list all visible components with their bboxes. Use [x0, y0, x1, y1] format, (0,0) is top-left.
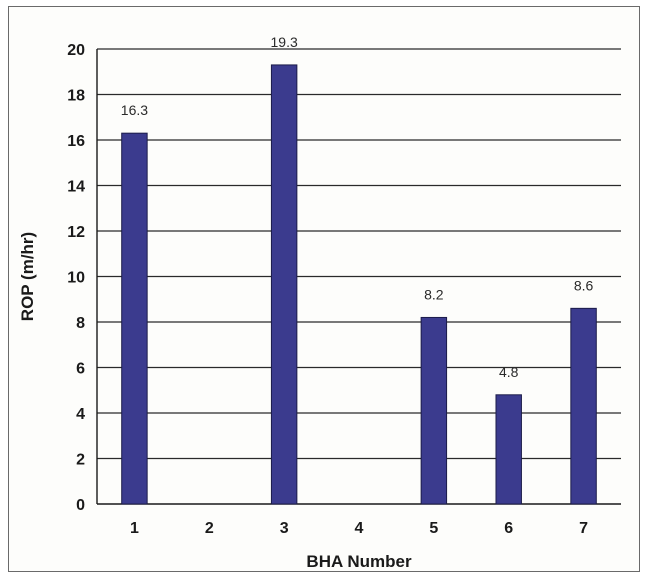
x-tick-label: 7 — [579, 520, 588, 537]
y-tick-label: 12 — [67, 224, 85, 241]
data-label-bha-5: 8.2 — [424, 286, 444, 302]
bar-bha-3 — [270, 64, 298, 505]
y-tick-label: 6 — [76, 361, 85, 378]
data-label-bha-6: 4.8 — [499, 364, 519, 380]
y-tick-label: 8 — [76, 315, 85, 332]
bar-layer — [121, 64, 597, 505]
x-tick-label: 5 — [429, 520, 438, 537]
data-label-bha-7: 8.6 — [574, 277, 594, 293]
y-tick-label: 0 — [76, 497, 85, 514]
y-tick-layer: 0 2 4 6 8 10 12 14 16 18 20 — [67, 42, 85, 514]
y-tick-label: 2 — [76, 452, 85, 469]
x-tick-label: 1 — [130, 520, 139, 537]
y-tick-label: 16 — [67, 133, 85, 150]
y-tick-label: 14 — [67, 179, 85, 196]
x-tick-layer: 1 2 3 4 5 6 7 — [130, 520, 588, 537]
x-tick-label: 2 — [205, 520, 214, 537]
y-tick-label: 18 — [67, 88, 85, 105]
data-label-bha-1: 16.3 — [121, 102, 148, 118]
y-tick-label: 10 — [67, 270, 85, 287]
data-label-bha-3: 19.3 — [271, 34, 298, 50]
bar-bha-7 — [570, 307, 597, 505]
y-tick-label: 4 — [76, 406, 85, 423]
bar-bha-5 — [420, 316, 448, 505]
label-layer: 16.3 19.3 8.2 4.8 8.6 — [121, 34, 594, 380]
x-axis-title: BHA Number — [306, 552, 412, 571]
x-tick-label: 6 — [504, 520, 513, 537]
bar-bha-1 — [121, 132, 148, 505]
y-tick-label: 20 — [67, 42, 85, 59]
x-tick-label: 3 — [280, 520, 289, 537]
y-axis-title: ROP (m/hr) — [18, 232, 37, 321]
grid-layer — [96, 48, 621, 505]
bar-bha-6 — [495, 394, 522, 505]
x-tick-label: 4 — [355, 520, 364, 537]
